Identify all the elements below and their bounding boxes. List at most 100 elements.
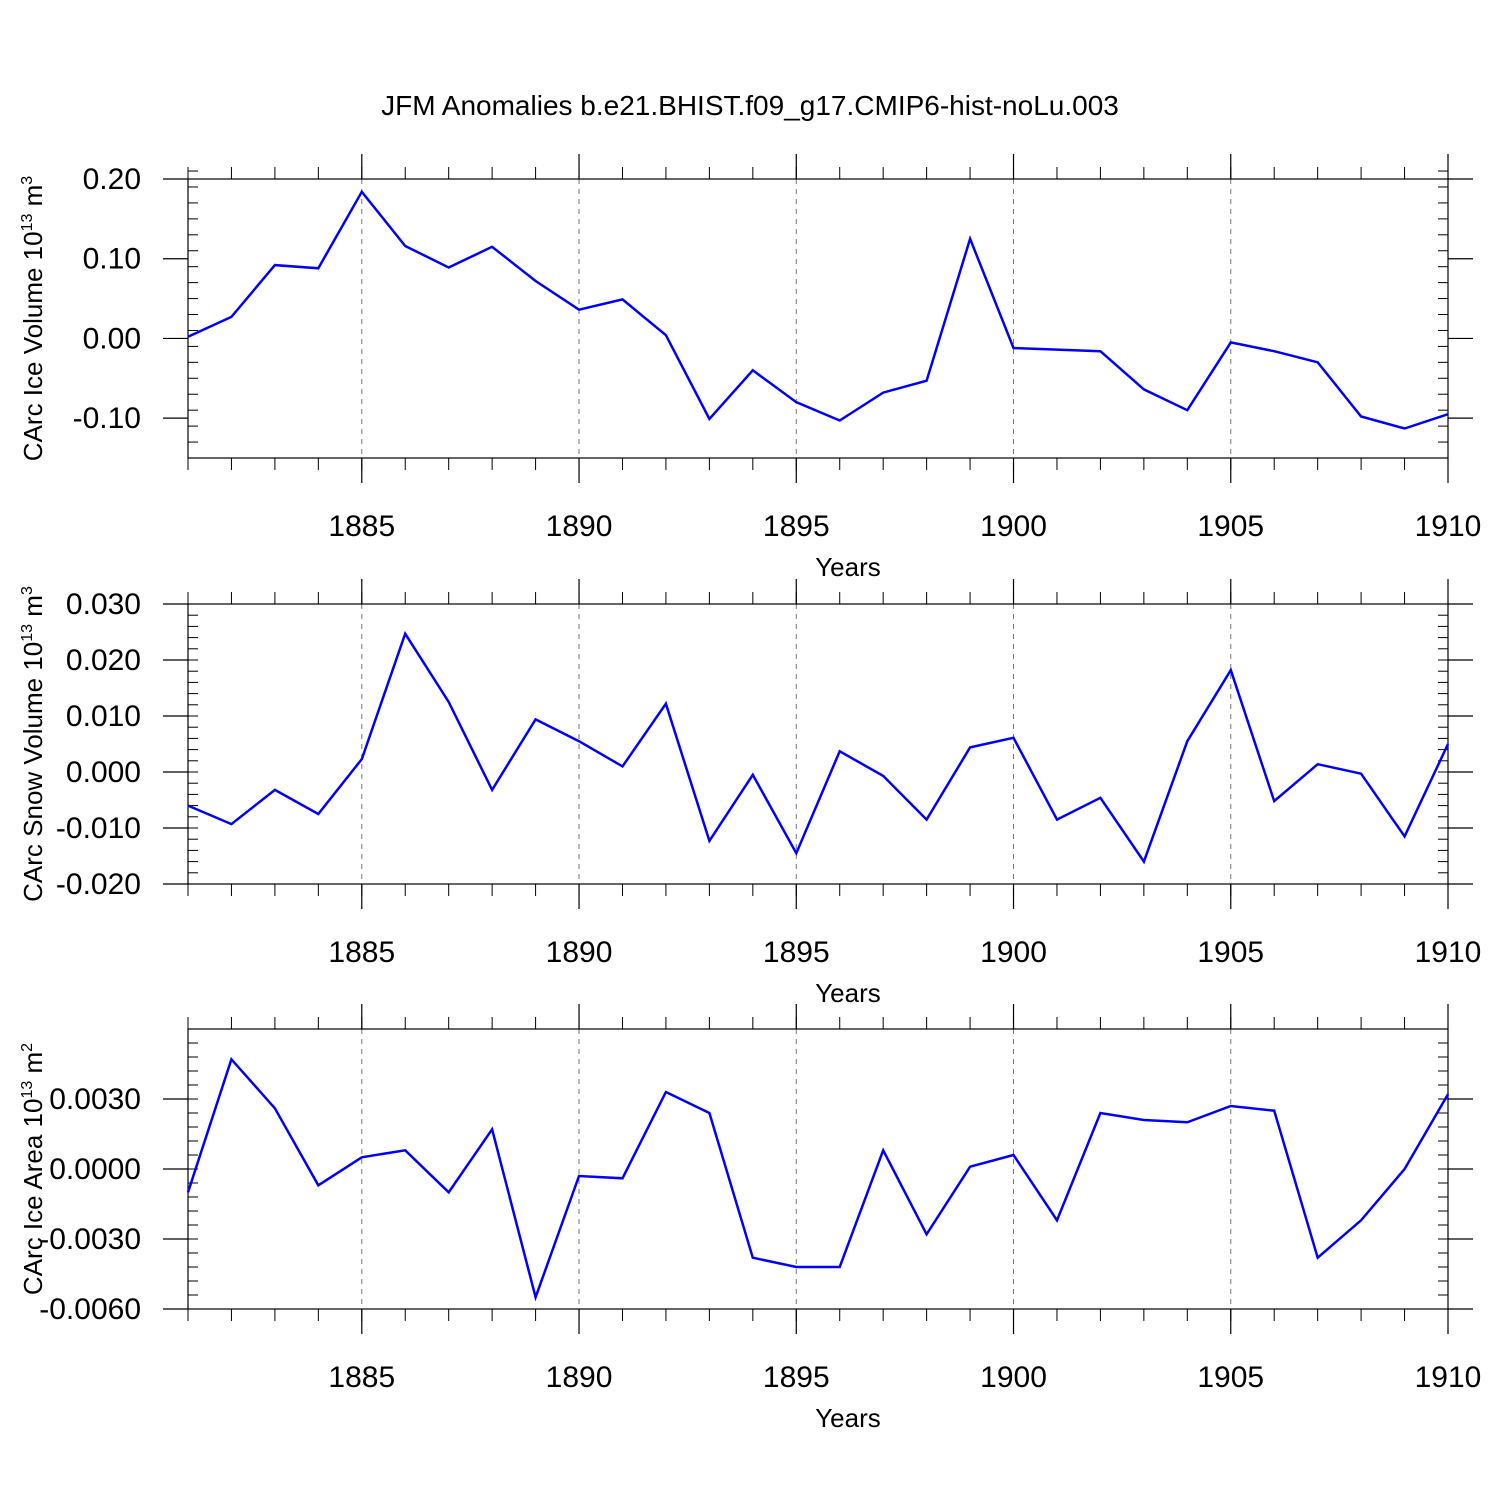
data-point — [1316, 360, 1320, 364]
data-point — [1098, 349, 1102, 353]
data-point — [751, 1256, 755, 1260]
data-point — [1142, 387, 1146, 391]
data-point — [316, 266, 320, 270]
x-tick-label: 1905 — [1197, 1361, 1264, 1394]
y-axis-title: CArc Ice Area 1013 m2 — [18, 1043, 48, 1295]
y-tick-label: -0.10 — [73, 402, 141, 435]
data-point — [620, 1176, 624, 1180]
plot-frame — [187, 603, 1449, 885]
data-point — [620, 764, 624, 768]
data-point — [707, 1111, 711, 1115]
data-point — [490, 788, 494, 792]
y-tick-label: 0.20 — [83, 163, 141, 196]
x-tick-label: 1910 — [1415, 1361, 1482, 1394]
y-tick-label: 0.0000 — [49, 1153, 141, 1186]
data-point — [1012, 736, 1016, 740]
data-point — [1446, 412, 1450, 416]
panel-ice-volume: 0.20 0.10 0.00 -0.10 1885 1890 1895 1900 1905 191… — [18, 154, 1481, 582]
data-point — [273, 1106, 277, 1110]
series-line-ice-area — [186, 1056, 1450, 1302]
data-point — [925, 1232, 929, 1236]
data-point — [968, 237, 972, 241]
data-point — [447, 700, 451, 704]
data-point — [490, 245, 494, 249]
x-axis-title: Years — [815, 978, 881, 1008]
panel-ice-area: 0.0030 0.0000 -0.0030 -0.0060 1885 1890 1895 19… — [18, 1004, 1481, 1433]
data-point — [186, 335, 190, 339]
data-point — [1098, 1111, 1102, 1115]
y-tick-label: 0.00 — [83, 322, 141, 355]
data-point — [620, 297, 624, 301]
y-tick-label: -0.010 — [56, 812, 141, 845]
data-point — [360, 757, 364, 761]
data-point — [1185, 1120, 1189, 1124]
data-point — [1142, 860, 1146, 864]
x-tick-label: 1895 — [763, 936, 830, 969]
data-point — [838, 1265, 842, 1269]
data-point — [1229, 340, 1233, 344]
panel-snow-volume: 0.030 0.020 0.010 0.000 -0.010 -0.020 1885 1890… — [18, 579, 1481, 1008]
data-point — [794, 400, 798, 404]
data-point — [664, 1090, 668, 1094]
data-point — [968, 745, 972, 749]
data-point — [707, 839, 711, 843]
data-point — [447, 1190, 451, 1194]
data-point — [1055, 348, 1059, 352]
data-point — [881, 774, 885, 778]
data-point — [664, 702, 668, 706]
data-point — [1446, 1092, 1450, 1096]
x-tick-label: 1885 — [328, 510, 395, 543]
data-point — [490, 1127, 494, 1131]
data-point — [838, 419, 842, 423]
x-tick-label: 1900 — [980, 1361, 1047, 1394]
x-tick-label: 1890 — [546, 1361, 613, 1394]
data-point — [838, 749, 842, 753]
chart-title: JFM Anomalies b.e21.BHIST.f09_g17.CMIP6-… — [381, 90, 1119, 121]
y-tick-label: -0.0030 — [39, 1223, 141, 1256]
y-tick-label: -0.020 — [56, 868, 141, 901]
data-point — [1359, 415, 1363, 419]
data-point — [1316, 1256, 1320, 1260]
data-point — [1403, 427, 1407, 431]
data-point — [273, 788, 277, 792]
data-point — [925, 818, 929, 822]
y-tick-label: 0.000 — [66, 756, 141, 789]
data-point — [925, 379, 929, 383]
data-point — [1142, 1118, 1146, 1122]
series-line-ice-volume — [187, 189, 1449, 430]
data-point — [577, 308, 581, 312]
data-point — [1359, 772, 1363, 776]
data-point — [1185, 408, 1189, 412]
data-point — [229, 315, 233, 319]
data-point — [316, 812, 320, 816]
data-point — [1272, 1109, 1276, 1113]
x-tick-label: 1905 — [1197, 510, 1264, 543]
data-point — [1316, 762, 1320, 766]
data-point — [664, 333, 668, 337]
data-point — [1098, 796, 1102, 800]
plot-frame — [187, 178, 1449, 459]
x-tick-label: 1890 — [546, 510, 613, 543]
data-point — [1185, 739, 1189, 743]
data-point — [360, 1155, 364, 1159]
x-tick-label: 1890 — [546, 936, 613, 969]
data-point — [186, 1190, 190, 1194]
x-tick-label: 1885 — [328, 1361, 395, 1394]
data-point — [794, 851, 798, 855]
x-tick-label: 1900 — [980, 510, 1047, 543]
x-tick-label: 1910 — [1415, 936, 1482, 969]
data-point — [1012, 346, 1016, 350]
data-point — [707, 417, 711, 421]
data-point — [1272, 799, 1276, 803]
data-point — [881, 1148, 885, 1152]
x-tick-label: 1895 — [763, 1361, 830, 1394]
series-line-snow-volume — [187, 630, 1450, 865]
data-point — [1229, 1104, 1233, 1108]
data-point — [534, 717, 538, 721]
data-point — [881, 391, 885, 395]
data-point — [534, 279, 538, 283]
data-point — [403, 1148, 407, 1152]
y-tick-label: -0.0060 — [39, 1293, 141, 1326]
data-point — [1359, 1218, 1363, 1222]
